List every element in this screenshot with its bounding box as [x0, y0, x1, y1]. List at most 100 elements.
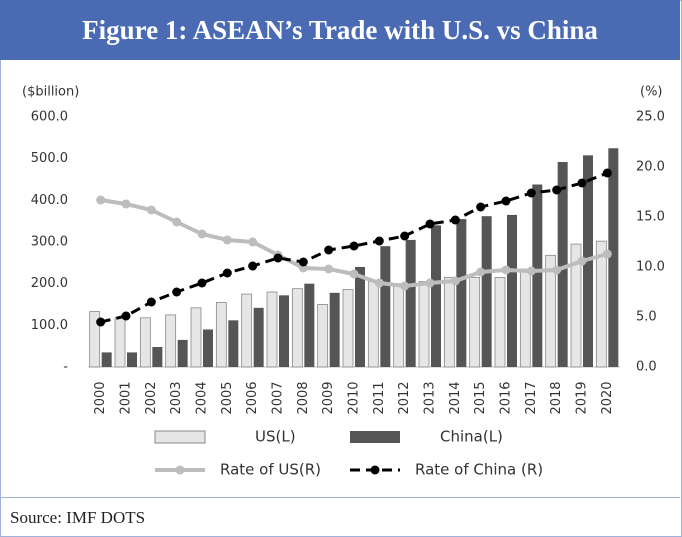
line-point	[96, 195, 106, 205]
separator	[0, 497, 680, 498]
x-tick-label: 2020	[600, 381, 615, 414]
bar	[177, 339, 188, 367]
source-note: Source: IMF DOTS	[10, 508, 146, 527]
bar	[114, 317, 126, 368]
bar	[456, 219, 467, 367]
x-tick-label: 2013	[423, 381, 438, 414]
line-point	[552, 265, 562, 275]
legend-label: Rate of China (R)	[415, 461, 543, 479]
line-point	[400, 281, 410, 291]
line-point	[146, 297, 156, 307]
x-tick-label: 2004	[195, 381, 210, 414]
bar	[165, 314, 177, 368]
bar	[418, 281, 430, 368]
x-tick-label: 2007	[271, 381, 286, 414]
bar	[89, 311, 101, 368]
bar	[355, 267, 365, 367]
line-point	[172, 287, 182, 297]
x-tick-label: 2011	[372, 381, 387, 414]
line-point	[222, 235, 232, 245]
y-tick-label: 200.0	[31, 276, 68, 291]
line-point	[248, 237, 258, 247]
bar	[215, 302, 227, 368]
line-point	[450, 215, 460, 225]
line-point	[96, 317, 106, 327]
y-tick-label: -	[63, 360, 68, 375]
bar	[253, 307, 264, 367]
line-point	[324, 245, 334, 255]
x-tick-label: 2002	[144, 381, 159, 414]
y-axis-label: ($billion)	[22, 85, 79, 100]
x-tick-label: 2008	[296, 381, 311, 414]
line-point	[450, 276, 460, 286]
bar	[545, 254, 557, 368]
line-point	[222, 268, 232, 278]
bar	[431, 225, 441, 367]
y2-tick-label: 5.0	[636, 310, 657, 325]
bar	[367, 281, 379, 368]
line-point	[248, 261, 258, 271]
line-point	[602, 168, 612, 178]
bar	[469, 277, 481, 368]
bar	[228, 320, 239, 367]
y2-tick-label: 10.0	[636, 260, 665, 275]
line-point	[577, 178, 587, 188]
line-point	[197, 278, 207, 288]
bar	[127, 352, 137, 367]
bar	[329, 292, 340, 367]
bar	[608, 148, 619, 367]
bar	[507, 214, 517, 367]
bar	[139, 317, 151, 368]
legend-swatch	[154, 430, 206, 444]
bar	[557, 162, 568, 367]
legend-marker	[175, 465, 185, 475]
bar	[393, 283, 405, 368]
x-tick-label: 2001	[119, 381, 134, 414]
line-point	[400, 231, 410, 241]
line-point	[349, 269, 359, 279]
legend-swatch	[350, 431, 400, 443]
line-point	[425, 219, 435, 229]
x-tick-label: 2012	[397, 381, 412, 414]
y2-tick-label: 15.0	[636, 210, 665, 225]
bar	[317, 304, 329, 368]
line-point	[425, 278, 435, 288]
x-tick-label: 2000	[93, 381, 108, 414]
y2-tick-label: 25.0	[636, 110, 665, 125]
y-tick-label: 500.0	[31, 151, 68, 166]
x-tick-label: 2018	[549, 381, 564, 414]
bar	[152, 347, 163, 367]
legend-label: China(L)	[440, 428, 503, 446]
legend-marker	[370, 465, 380, 475]
line-point	[501, 265, 511, 275]
bar	[203, 329, 213, 367]
y-tick-label: 600.0	[31, 110, 68, 125]
bar	[190, 307, 202, 368]
line-point	[349, 241, 359, 251]
line-point	[577, 256, 587, 266]
bar	[380, 246, 391, 367]
y-tick-label: 300.0	[31, 235, 68, 250]
line-point	[476, 202, 486, 212]
bar	[101, 352, 112, 367]
bar	[570, 243, 582, 368]
bar	[291, 288, 303, 368]
bar	[405, 239, 416, 367]
chart: ($billion) (%) - 100.0 200.0 300.0 400.0 500.…	[22, 85, 665, 479]
line-point	[172, 217, 182, 227]
y2-tick-label: 20.0	[636, 160, 665, 175]
y2-tick-label: 0.0	[636, 360, 657, 375]
line-point	[552, 185, 562, 195]
bar	[595, 240, 607, 368]
line-point	[374, 236, 384, 246]
line-point	[298, 257, 308, 267]
x-tick-label: 2019	[575, 381, 590, 414]
x-tick-label: 2009	[321, 381, 336, 414]
x-tick-label: 2006	[245, 381, 260, 414]
y-tick-label: 100.0	[31, 318, 68, 333]
bar	[266, 291, 278, 368]
legend-label: Rate of US(R)	[220, 461, 321, 479]
line-point	[273, 253, 283, 263]
bar	[241, 293, 253, 368]
line-point	[526, 188, 536, 198]
